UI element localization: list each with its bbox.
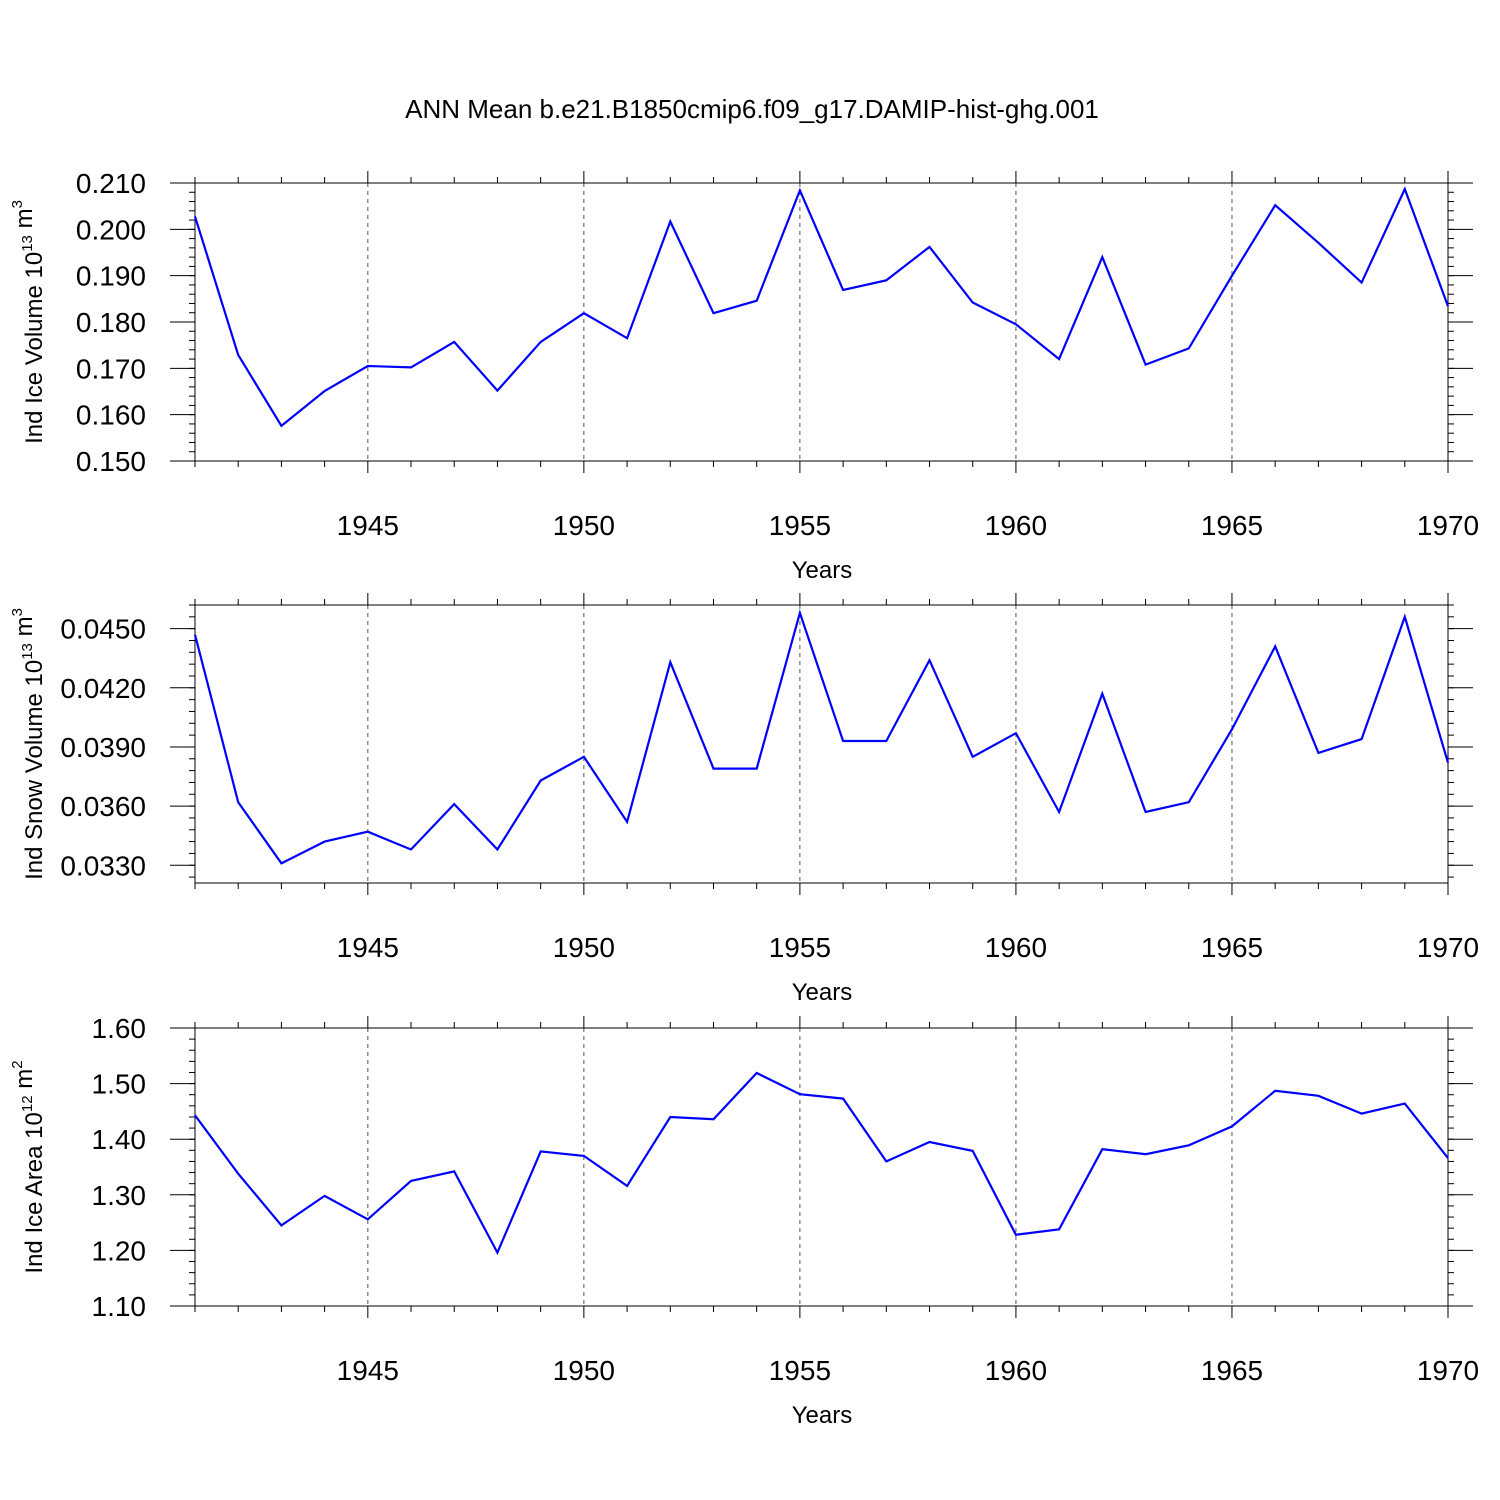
y-axis-label-text: Ind Ice Area 10	[21, 1112, 48, 1273]
y-tick-label: 0.0390	[60, 732, 146, 763]
x-tick-label: 1950	[553, 1355, 615, 1386]
plot-frame	[194, 604, 1449, 884]
y-tick-label: 1.30	[92, 1180, 147, 1211]
y-axis-label-superscript: 12	[19, 1095, 36, 1112]
x-tick-label: 1965	[1201, 510, 1263, 541]
series-line	[193, 609, 1450, 865]
chart-panel: 0.150 0.160 0.170 0.180 0.190 0.200 0.210 1945 1…	[9, 168, 1479, 584]
x-tick-label: 1950	[553, 510, 615, 541]
x-tick-label: 1945	[337, 510, 399, 541]
y-axis-label: Ind Ice Volume 1013 m3	[9, 200, 48, 444]
x-axis-label: Years	[792, 979, 853, 1006]
x-tick-label: 1960	[985, 510, 1047, 541]
y-axis-label-superscript: 2	[9, 1060, 26, 1068]
x-tick-label: 1960	[985, 932, 1047, 963]
x-tick-label: 1970	[1417, 1355, 1479, 1386]
y-axis-label-superscript: 3	[9, 608, 26, 616]
x-axis-label: Years	[792, 557, 853, 584]
y-tick-label: 1.60	[92, 1013, 147, 1044]
chart-panel: 0.0330 0.0360 0.0390 0.0420 0.0450 1945 1950 19…	[9, 593, 1479, 1006]
y-axis-label-text: Ind Snow Volume 10	[21, 660, 48, 880]
chart-panel: 1.10 1.20 1.30 1.40 1.50 1.60 1945 1950 1955 1960…	[9, 1013, 1479, 1429]
y-tick-label: 0.200	[76, 214, 146, 245]
y-tick-label: 0.160	[76, 400, 146, 431]
y-tick-label: 0.150	[76, 446, 146, 477]
y-axis-label-text: m	[11, 208, 38, 235]
x-tick-label: 1955	[769, 1355, 831, 1386]
y-tick-label: 0.0450	[60, 614, 146, 645]
x-tick-label: 1965	[1201, 1355, 1263, 1386]
y-tick-label: 0.0420	[60, 673, 146, 704]
y-axis-label-superscript: 13	[19, 235, 36, 252]
y-tick-label: 1.50	[92, 1069, 147, 1100]
y-tick-label: 0.180	[76, 307, 146, 338]
y-tick-label: 0.170	[76, 353, 146, 384]
series-line	[193, 186, 1450, 428]
series-line	[194, 1071, 1449, 1256]
chart-title: ANN Mean b.e21.B1850cmip6.f09_g17.DAMIP-…	[405, 94, 1099, 124]
x-tick-label: 1945	[337, 1355, 399, 1386]
x-tick-label: 1960	[985, 1355, 1047, 1386]
plot-frame	[194, 182, 1449, 462]
y-tick-label: 1.20	[92, 1235, 147, 1266]
y-axis-label-superscript: 3	[9, 200, 26, 208]
x-tick-label: 1965	[1201, 932, 1263, 963]
y-tick-label: 1.10	[92, 1291, 147, 1322]
y-axis-label-superscript: 13	[19, 643, 36, 660]
x-tick-label: 1970	[1417, 932, 1479, 963]
x-tick-label: 1955	[769, 510, 831, 541]
y-tick-label: 0.0360	[60, 791, 146, 822]
y-axis-label: Ind Snow Volume 1013 m3	[9, 608, 48, 880]
y-axis-label: Ind Ice Area 1012 m2	[9, 1060, 48, 1273]
x-tick-label: 1970	[1417, 510, 1479, 541]
x-tick-label: 1945	[337, 932, 399, 963]
x-axis-label: Years	[792, 1402, 853, 1429]
y-axis-label-text: m	[11, 1069, 38, 1096]
y-axis-label-text: m	[11, 616, 38, 643]
y-tick-label: 0.210	[76, 168, 146, 199]
y-axis-label-text: Ind Ice Volume 10	[21, 252, 48, 444]
y-tick-label: 0.190	[76, 261, 146, 292]
y-tick-label: 1.40	[92, 1124, 147, 1155]
y-tick-label: 0.0330	[60, 850, 146, 881]
x-tick-label: 1950	[553, 932, 615, 963]
plot-frame	[194, 1027, 1449, 1307]
x-tick-label: 1955	[769, 932, 831, 963]
